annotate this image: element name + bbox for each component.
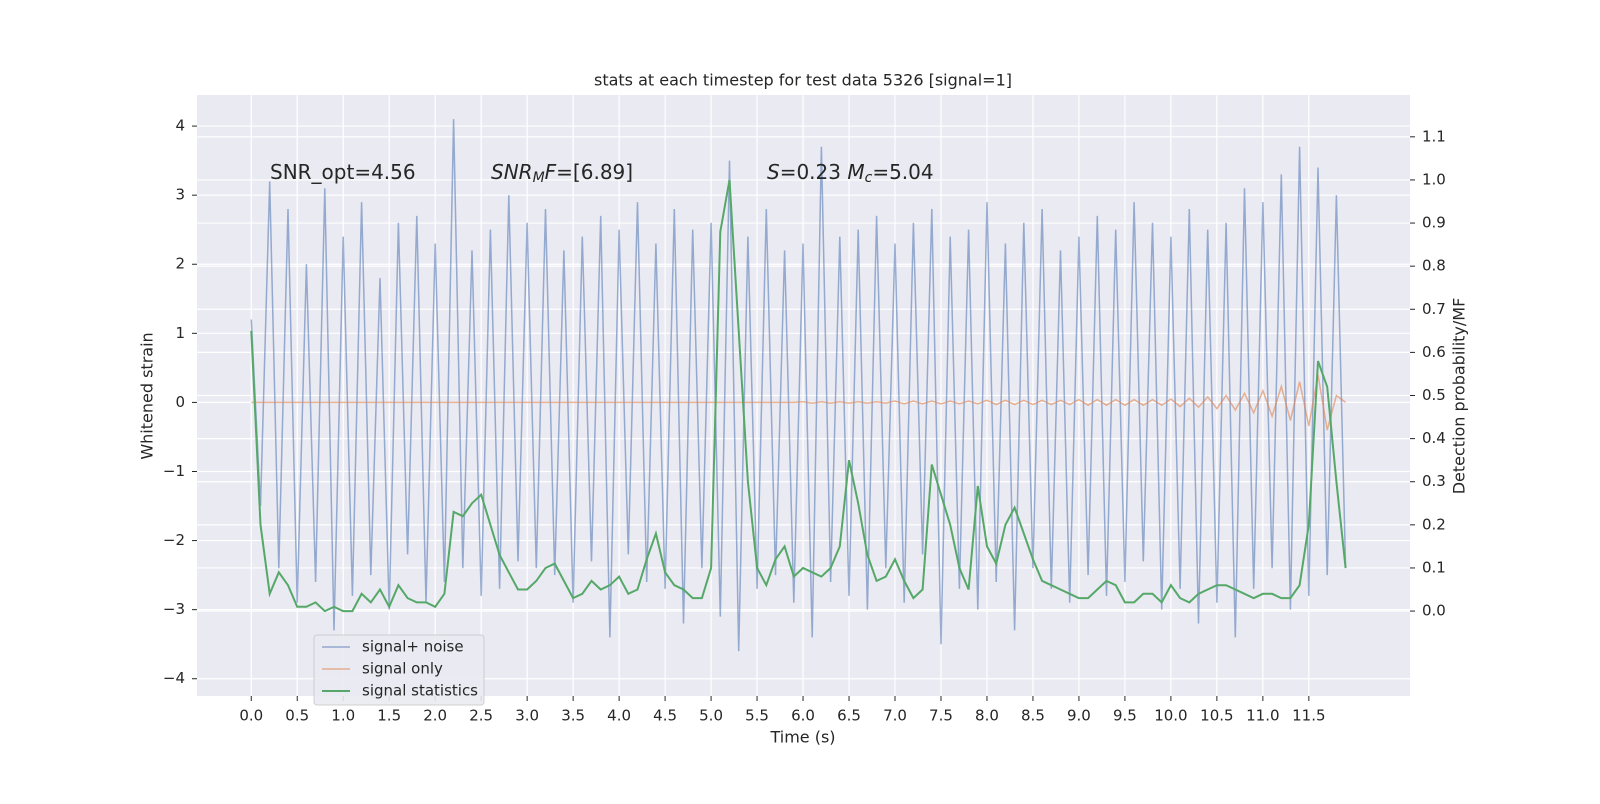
y-tick-label: 3 [175,186,185,204]
annotation: S=0.23 Mc=5.04 [767,160,934,187]
annotation: SNRMF=[6.89] [491,160,633,187]
annotation-part: SNR_opt=4.56 [270,160,416,184]
y2-tick-label: 0.8 [1422,257,1446,275]
y2-tick-label: 0.4 [1422,429,1446,447]
y2-tick-label: 0.2 [1422,515,1446,533]
y2-tick-label: 0.9 [1422,214,1446,232]
x-tick-label: 8.5 [1021,707,1045,725]
chart-title: stats at each timestep for test data 532… [594,71,1012,90]
annotation-part: c [865,170,873,186]
y2-tick-label: 0.6 [1422,343,1446,361]
annotation-part: =0.23 [780,160,848,184]
annotation-part: =[6.89] [556,160,633,184]
y2-tick-label: 0.0 [1422,602,1446,620]
legend-label: signal only [362,660,443,678]
annotation-part: =5.04 [872,160,933,184]
x-tick-label: 9.0 [1067,707,1091,725]
annotation-part: M [533,170,545,186]
x-tick-label: 7.0 [883,707,907,725]
x-tick-label: 3.0 [515,707,539,725]
series-line [250,119,1347,652]
x-tick-label: 9.5 [1113,707,1137,725]
series-line [251,374,1347,431]
grid [197,95,1410,696]
annotation-part: S [767,160,780,184]
x-tick-label: 4.0 [607,707,631,725]
y-axis-label: Whitened strain [138,332,157,459]
x-tick-label: 0.0 [239,707,263,725]
y2-tick-label: 0.1 [1422,558,1446,576]
x-tick-label: 10.0 [1154,707,1187,725]
legend-label: signal+ noise [362,638,464,656]
y2-tick-label: 0.5 [1422,386,1446,404]
x-tick-label: 3.5 [561,707,585,725]
y2-tick-label: 0.3 [1422,472,1446,490]
y2-axis-label: Detection probability/MF [1450,298,1469,495]
x-tick-label: 7.5 [929,707,953,725]
series-line [250,179,1347,613]
x-tick-label: 5.0 [699,707,723,725]
y2-tick-label: 1.1 [1422,127,1446,145]
x-tick-label: 1.0 [331,707,355,725]
x-tick-label: 8.0 [975,707,999,725]
x-tick-label: 1.5 [377,707,401,725]
y-tick-label: −2 [163,531,185,549]
y-tick-label: −3 [163,600,185,618]
x-tick-label: 2.0 [423,707,447,725]
y-tick-label: 1 [175,324,185,342]
y-tick-label: 2 [175,255,185,273]
x-tick-label: 10.5 [1200,707,1233,725]
x-tick-label: 4.5 [653,707,677,725]
legend-box [313,634,485,706]
y2-tick-label: 0.7 [1422,300,1446,318]
annotation-part: F [545,160,557,184]
annotation-part: SNR [491,160,533,184]
y-tick-label: −1 [163,462,185,480]
y-tick-label: 4 [175,117,185,135]
x-tick-label: 0.5 [285,707,309,725]
x-tick-label: 11.0 [1246,707,1279,725]
x-tick-label: 6.0 [791,707,815,725]
x-tick-label: 6.5 [837,707,861,725]
y-tick-label: −4 [163,669,185,687]
legend-label: signal statistics [362,682,478,700]
y-tick-label: 0 [175,393,185,411]
x-axis-label: Time (s) [769,728,835,747]
annotation-part: M [847,160,864,184]
x-tick-label: 2.5 [469,707,493,725]
x-tick-label: 11.5 [1292,707,1325,725]
annotation: SNR_opt=4.56 [270,160,416,184]
y2-tick-label: 1.0 [1422,170,1446,188]
x-tick-label: 5.5 [745,707,769,725]
